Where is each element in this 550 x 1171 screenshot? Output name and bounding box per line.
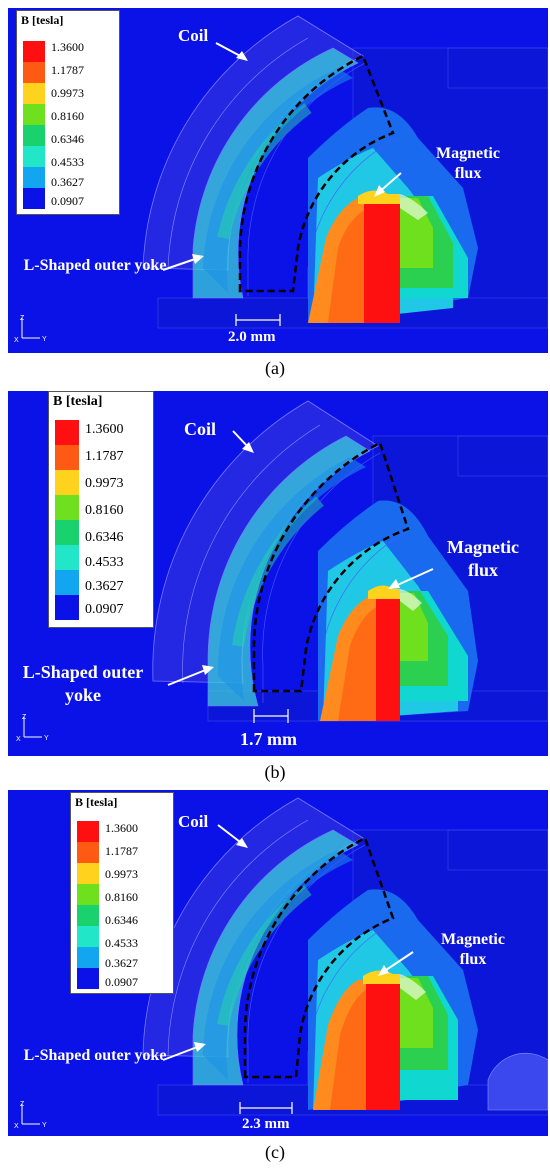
legend-swatch-3 <box>55 495 79 520</box>
dimension-label: 1.7 mm <box>240 729 297 749</box>
panel-c: B [tesla] 1.3600 1.1787 0.9973 0.8160 0.… <box>8 790 548 1136</box>
legend-value-6: 0.3627 <box>105 956 138 970</box>
magnetic-flux-label: Magnetic flux <box>441 931 505 968</box>
legend-title: B [tesla] <box>21 13 64 27</box>
legend-value-0: 1.3600 <box>51 40 84 54</box>
legend-value-2: 0.9973 <box>51 86 84 100</box>
axis-y-label: Y <box>42 336 47 343</box>
legend-swatch-4 <box>55 520 79 545</box>
legend-value-5: 0.4533 <box>51 155 84 169</box>
axis-x-label: X <box>14 1123 19 1130</box>
dimension-label: 2.3 mm <box>242 1116 290 1132</box>
yoke-label: L-Shaped outer yoke <box>23 257 167 274</box>
legend-swatch-7 <box>23 188 45 209</box>
coil-label: Coil <box>178 812 209 831</box>
coordinate-axes-icon: Z X Y <box>16 714 49 743</box>
legend-swatch-0 <box>55 420 79 445</box>
panel-a: B [tesla] 1.3600 1.1787 0.9973 0.8160 0.… <box>8 8 548 353</box>
coordinate-axes-icon: Z X Y <box>14 1101 47 1130</box>
legend-swatch-7 <box>77 968 99 989</box>
coil-label: Coil <box>184 419 217 439</box>
legend-swatch-4 <box>23 125 45 146</box>
legend-title: B [tesla] <box>75 795 118 809</box>
magnetic-flux-label: Magnetic flux <box>447 537 519 580</box>
yoke-label: L-Shaped outer yoke <box>22 662 144 705</box>
legend-value-4: 0.6346 <box>51 132 84 146</box>
legend-swatch-3 <box>77 884 99 905</box>
legend-value-7: 0.0907 <box>85 602 124 617</box>
legend-swatch-3 <box>23 104 45 125</box>
legend-value-2: 0.9973 <box>105 867 138 881</box>
legend-swatch-2 <box>77 863 99 884</box>
legend-value-0: 1.3600 <box>85 422 124 437</box>
axis-z-label: Z <box>22 714 27 721</box>
caption-a: (a) <box>265 358 285 378</box>
legend-value-0: 1.3600 <box>105 821 138 835</box>
axis-x-label: X <box>16 736 21 743</box>
legend-swatch-5 <box>77 926 99 947</box>
legend-value-7: 0.0907 <box>105 975 138 989</box>
legend-value-6: 0.3627 <box>51 175 84 189</box>
legend-title: B [tesla] <box>53 394 103 409</box>
legend-value-4: 0.6346 <box>105 913 138 927</box>
axis-z-label: Z <box>20 1101 25 1108</box>
coordinate-axes-icon: Z X Y <box>14 315 47 344</box>
legend-swatch-7 <box>55 595 79 620</box>
legend-swatch-1 <box>77 842 99 863</box>
axis-y-label: Y <box>44 735 49 742</box>
color-legend: B [tesla] 1.3600 1.1787 0.9973 0.8160 0.… <box>16 10 120 215</box>
dimension-label: 2.0 mm <box>228 329 276 345</box>
legend-swatch-0 <box>23 41 45 62</box>
legend-swatch-2 <box>55 470 79 495</box>
legend-swatch-5 <box>23 146 45 167</box>
legend-value-1: 1.1787 <box>105 844 138 858</box>
legend-value-3: 0.8160 <box>105 890 138 904</box>
legend-swatch-2 <box>23 83 45 104</box>
caption-b: (b) <box>264 762 286 782</box>
axis-y-label: Y <box>42 1122 47 1129</box>
flux-density-field <box>8 8 548 353</box>
panel-b: B [tesla] 1.3600 1.1787 0.9973 0.8160 0.… <box>8 391 548 756</box>
color-legend: B [tesla] 1.3600 1.1787 0.9973 0.8160 0.… <box>70 792 174 994</box>
legend-value-3: 0.8160 <box>51 109 84 123</box>
legend-value-5: 0.4533 <box>85 555 124 570</box>
legend-value-6: 0.3627 <box>85 579 124 594</box>
legend-value-5: 0.4533 <box>105 936 138 950</box>
coil-label: Coil <box>178 26 209 45</box>
legend-swatch-6 <box>55 570 79 595</box>
axis-z-label: Z <box>20 315 25 322</box>
legend-value-2: 0.9973 <box>85 476 124 491</box>
legend-swatch-6 <box>23 167 45 188</box>
axis-x-label: X <box>14 337 19 344</box>
legend-value-3: 0.8160 <box>85 503 124 518</box>
legend-value-1: 1.1787 <box>85 449 124 464</box>
legend-value-1: 1.1787 <box>51 63 84 77</box>
legend-value-4: 0.6346 <box>85 530 124 545</box>
legend-swatch-4 <box>77 905 99 926</box>
legend-swatch-5 <box>55 545 79 570</box>
color-legend: B [tesla] 1.3600 1.1787 0.9973 0.8160 0.… <box>48 391 154 628</box>
magnetic-flux-label: Magnetic flux <box>436 145 500 182</box>
caption-c: (c) <box>265 1142 285 1162</box>
legend-swatch-6 <box>77 947 99 968</box>
legend-value-7: 0.0907 <box>51 194 84 208</box>
legend-swatch-1 <box>55 445 79 470</box>
legend-swatch-0 <box>77 821 99 842</box>
legend-swatch-1 <box>23 62 45 83</box>
yoke-label: L-Shaped outer yoke <box>23 1047 167 1064</box>
